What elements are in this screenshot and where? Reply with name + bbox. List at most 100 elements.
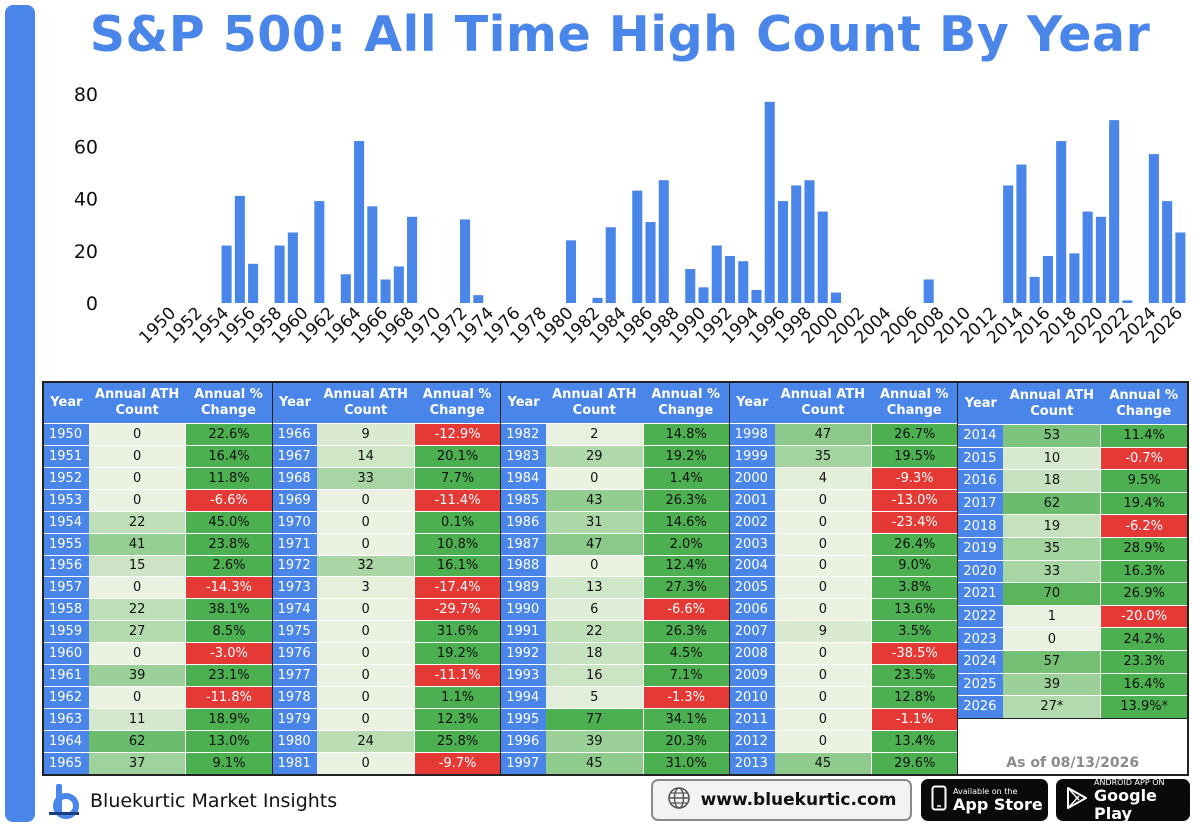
bar-2022 [1122, 300, 1133, 303]
table-row: 2026 27* 13.9%* [958, 695, 1187, 718]
row-year: 2003 [729, 533, 775, 555]
table-row: 1958 22 38.1% [44, 598, 272, 621]
table-row: 2017 62 19.4% [958, 491, 1187, 515]
header-year: Year [272, 383, 318, 423]
row-year: 2025 [958, 673, 1004, 696]
table-row: 2008 0 -38.5% [729, 642, 958, 665]
row-pct-change: 23.8% [185, 533, 272, 555]
row-ath-count: 18 [546, 643, 643, 665]
table-row: 1956 15 2.6% [44, 554, 272, 577]
row-year: 1976 [272, 643, 318, 665]
table-row: 1984 0 1.4% [501, 466, 729, 489]
row-year: 1978 [272, 687, 318, 709]
row-ath-count: 3 [317, 577, 414, 599]
app-store-button[interactable]: Available on the App Store [921, 779, 1048, 821]
y-tick-label: 60 [74, 136, 98, 158]
table-row: 2014 53 11.4% [958, 424, 1187, 447]
table-row: 1951 0 16.4% [44, 444, 272, 467]
bar-1983 [605, 227, 616, 303]
bar-1955 [234, 195, 245, 303]
row-ath-count: 53 [1003, 425, 1101, 447]
table-row: 2007 9 3.5% [729, 620, 958, 643]
table-row: 1991 22 26.3% [501, 620, 729, 643]
bar-1990 [698, 287, 709, 303]
side-stripe [5, 5, 35, 822]
row-year: 2018 [958, 515, 1004, 537]
table-row: 1957 0 -14.3% [44, 576, 272, 599]
row-ath-count: 77 [546, 709, 643, 731]
header-pct-change: Annual % Change [1109, 387, 1178, 419]
row-pct-change: 9.1% [185, 753, 272, 775]
table-row: 2025 39 16.4% [958, 672, 1187, 696]
table-row: 1982 2 14.8% [501, 422, 729, 445]
bar-2016 [1042, 255, 1053, 303]
header-pct-change: Annual % Change [194, 386, 263, 418]
website-button[interactable]: www.bluekurtic.com [651, 779, 912, 821]
table-row: 1962 0 -11.8% [44, 686, 272, 709]
google-play-button[interactable]: ANDROID APP ON Google Play [1056, 778, 1190, 822]
row-year: 1982 [501, 423, 546, 445]
bar-1991 [711, 245, 722, 303]
row-year: 1977 [272, 665, 318, 687]
row-pct-change: 4.5% [642, 643, 729, 665]
row-year: 1951 [44, 445, 89, 467]
row-year: 2017 [958, 492, 1004, 515]
row-year: 1953 [44, 489, 89, 511]
row-year: 1998 [729, 423, 775, 445]
table-row: 1997 45 31.0% [501, 752, 729, 775]
globe-icon [667, 786, 691, 814]
row-year: 2019 [958, 537, 1004, 560]
row-ath-count: 0 [317, 687, 414, 709]
table-header: Year Annual ATH Count Annual % Change [729, 383, 958, 423]
row-pct-change: 1.4% [642, 467, 729, 489]
table-row: 1990 6 -6.6% [501, 598, 729, 621]
table-row: 1998 47 26.7% [729, 422, 958, 445]
table-row: 2016 18 9.5% [958, 469, 1187, 492]
row-ath-count: 45 [546, 753, 643, 775]
row-pct-change: 23.5% [871, 665, 958, 687]
row-year: 2026 [958, 696, 1004, 718]
row-pct-change: 19.4% [1100, 492, 1187, 515]
brand-name: Bluekurtic Market Insights [90, 790, 338, 812]
row-ath-count: 33 [317, 467, 414, 489]
row-year: 1968 [272, 467, 318, 489]
header-year: Year [501, 383, 546, 423]
bar-1992 [724, 255, 736, 303]
row-pct-change: -14.3% [185, 577, 272, 599]
row-pct-change: 26.3% [642, 489, 729, 511]
bar-1989 [685, 269, 696, 303]
table-row: 1999 35 19.5% [729, 444, 958, 467]
row-pct-change: -23.4% [871, 511, 958, 533]
row-ath-count: 0 [88, 445, 186, 467]
row-year: 2012 [729, 731, 775, 753]
row-year: 1987 [501, 533, 546, 555]
row-year: 2022 [958, 605, 1004, 628]
row-ath-count: 0 [317, 709, 414, 731]
bar-1985 [632, 190, 643, 303]
row-year: 2007 [729, 621, 775, 643]
row-pct-change: 2.6% [185, 555, 272, 577]
row-pct-change: -13.0% [871, 489, 958, 511]
row-year: 1972 [272, 555, 318, 577]
row-year: 1992 [501, 643, 546, 665]
row-ath-count: 0 [774, 709, 872, 731]
row-ath-count: 70 [1003, 583, 1101, 605]
row-pct-change: -0.7% [1100, 447, 1187, 470]
row-pct-change: 45.0% [185, 511, 272, 533]
row-ath-count: 0 [546, 555, 643, 577]
brand-logo: Bluekurtic Market Insights [46, 782, 337, 820]
row-ath-count: 39 [546, 731, 643, 753]
row-ath-count: 33 [1003, 560, 1101, 583]
row-ath-count: 11 [88, 709, 186, 731]
row-ath-count: 0 [88, 687, 186, 709]
row-pct-change: 12.4% [642, 555, 729, 577]
row-pct-change: 34.1% [642, 709, 729, 731]
row-year: 2001 [729, 489, 775, 511]
row-year: 1999 [729, 445, 775, 467]
bar-2026 [1175, 232, 1186, 303]
website-link[interactable]: www.bluekurtic.com [700, 790, 897, 810]
row-year: 2015 [958, 447, 1004, 470]
row-ath-count: 43 [546, 489, 643, 511]
row-pct-change: 31.0% [642, 753, 729, 775]
row-year: 1973 [272, 577, 318, 599]
